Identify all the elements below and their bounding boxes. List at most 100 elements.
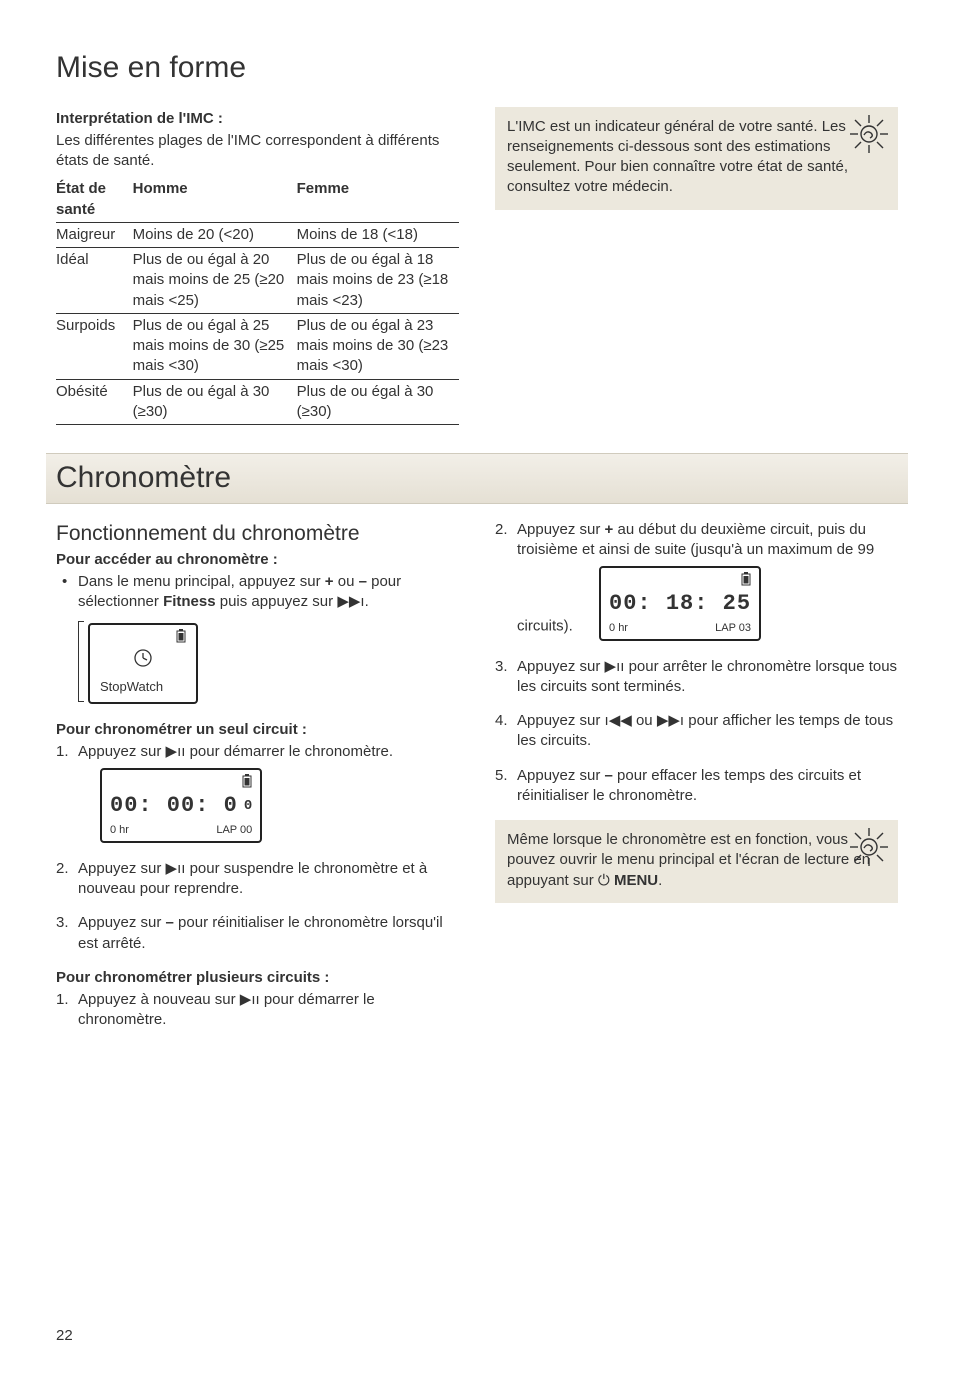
plus-key: + (325, 573, 334, 590)
text: Appuyez sur (517, 767, 605, 784)
bmi-cell: Plus de ou égal à 30 (≥30) (297, 379, 459, 425)
fitness-label: Fitness (163, 593, 216, 610)
play-pause-icon: ▶ıı (605, 658, 625, 675)
bmi-cell: Plus de ou égal à 25 mais moins de 30 (≥… (133, 313, 297, 379)
table-row: Maigreur Moins de 20 (<20) Moins de 18 (… (56, 222, 459, 247)
text: Appuyez sur (517, 521, 605, 538)
battery-icon (100, 629, 186, 646)
bmi-cell: Surpoids (56, 313, 133, 379)
table-row: Obésité Plus de ou égal à 30 (≥30) Plus … (56, 379, 459, 425)
table-row: Surpoids Plus de ou égal à 25 mais moins… (56, 313, 459, 379)
multi-heading: Pour chronométrer plusieurs circuits : (56, 968, 459, 988)
minus-key: – (166, 914, 174, 931)
step-num: 3. (495, 657, 508, 677)
list-item: 1. Appuyez à nouveau sur ▶ıı pour démarr… (56, 990, 459, 1031)
bmi-cell: Moins de 18 (<18) (297, 222, 459, 247)
minus-key: – (605, 767, 613, 784)
access-bullet: Dans le menu principal, appuyez sur + ou… (56, 572, 459, 613)
next-icon: ▶▶ı (657, 712, 684, 729)
play-pause-icon: ▶ıı (240, 991, 260, 1008)
multi-steps-right: 2. Appuyez sur + au début du deuxième ci… (495, 520, 898, 807)
fitness-left-col: Interprétation de l'IMC : Les différente… (56, 107, 459, 426)
step-num: 3. (56, 913, 69, 933)
single-lcd: 00: 00: 0 0 0 hr LAP 00 (100, 768, 262, 843)
text: ou (334, 573, 359, 590)
chrono-subhead: Fonctionnement du chronomètre (56, 520, 459, 548)
lcd-lap: LAP 03 (715, 621, 751, 636)
bmi-th-state: État de santé (56, 177, 133, 222)
list-item: 3. Appuyez sur ▶ıı pour arrêter le chron… (495, 657, 898, 698)
list-item: 4. Appuyez sur ı◀◀ ou ▶▶ı pour afficher … (495, 711, 898, 752)
text: Appuyez sur (78, 743, 166, 760)
menu-label: MENU (614, 872, 658, 889)
battery-icon (609, 572, 751, 589)
lcd-hr: 0 hr (110, 823, 129, 838)
multi-steps-left: 1. Appuyez à nouveau sur ▶ıı pour démarr… (56, 990, 459, 1031)
text: pour démarrer le chronomètre. (185, 743, 393, 760)
single-heading: Pour chronométrer un seul circuit : (56, 720, 459, 740)
minus-key: – (359, 573, 367, 590)
bmi-cell: Obésité (56, 379, 133, 425)
tip-icon (848, 826, 890, 874)
list-item: 2. Appuyez sur ▶ıı pour suspendre le chr… (56, 859, 459, 900)
lcd-time: 00: 18: 25 (609, 589, 751, 619)
bmi-cell: Plus de ou égal à 30 (≥30) (133, 379, 297, 425)
battery-icon (110, 774, 252, 791)
table-row: Idéal Plus de ou égal à 20 mais moins de… (56, 248, 459, 314)
prev-icon: ı◀◀ (605, 712, 632, 729)
section-title-fitness: Mise en forme (56, 48, 898, 89)
bmi-th-female: Femme (297, 177, 459, 222)
step-num: 2. (56, 859, 69, 879)
text: . (365, 593, 369, 610)
page-number: 22 (56, 1326, 73, 1346)
lcd-hr: 0 hr (609, 621, 628, 636)
list-item: 2. Appuyez sur + au début du deuxième ci… (495, 520, 898, 643)
bmi-cell: Moins de 20 (<20) (133, 222, 297, 247)
text: Appuyez sur (517, 658, 605, 675)
bmi-cell: Plus de ou égal à 20 mais moins de 25 (≥… (133, 248, 297, 314)
lcd-lap: LAP 00 (216, 823, 252, 838)
multi-lcd: 00: 18: 25 0 hr LAP 03 (599, 566, 761, 641)
single-steps: 1. Appuyez sur ▶ıı pour démarrer le chro… (56, 742, 459, 954)
bmi-callout: L'IMC est un indicateur général de votre… (495, 107, 898, 210)
fitness-right-col: L'IMC est un indicateur général de votre… (495, 107, 898, 426)
step-num: 1. (56, 742, 69, 762)
chrono-left-col: Fonctionnement du chronomètre Pour accéd… (56, 520, 459, 1045)
list-item: 5. Appuyez sur – pour effacer les temps … (495, 766, 898, 807)
access-list: Dans le menu principal, appuyez sur + ou… (56, 572, 459, 613)
tip-icon (848, 113, 890, 161)
access-heading: Pour accéder au chronomètre : (56, 550, 459, 570)
text: Appuyez sur (78, 914, 166, 931)
bmi-cell: Maigreur (56, 222, 133, 247)
chrono-right-col: 2. Appuyez sur + au début du deuxième ci… (495, 520, 898, 1045)
bmi-th-male: Homme (133, 177, 297, 222)
section-title-chrono: Chronomètre (46, 453, 908, 504)
chrono-callout-text: Même lorsque le chronomètre est en fonct… (507, 831, 870, 889)
stopwatch-lcd: StopWatch (88, 623, 198, 704)
clock-icon (100, 648, 186, 675)
scale-tick-icon (78, 621, 84, 702)
list-item: 1. Appuyez sur ▶ıı pour démarrer le chro… (56, 742, 459, 845)
play-pause-icon: ▶ıı (166, 860, 186, 877)
interp-desc: Les différentes plages de l'IMC correspo… (56, 131, 459, 172)
interp-heading: Interprétation de l'IMC : (56, 109, 459, 129)
play-pause-icon: ▶ıı (166, 743, 186, 760)
lcd-tenths: 0 (244, 797, 252, 816)
step-num: 4. (495, 711, 508, 731)
bmi-cell: Plus de ou égal à 18 mais moins de 23 (≥… (297, 248, 459, 314)
text: . (658, 872, 662, 889)
text: ou (632, 712, 657, 729)
power-icon: ⏻ (598, 872, 610, 889)
bmi-cell: Idéal (56, 248, 133, 314)
text: Appuyez sur (78, 860, 166, 877)
step-num: 5. (495, 766, 508, 786)
lcd-time: 00: 00: 0 (110, 791, 238, 821)
lcd-sub-row: 0 hr LAP 03 (609, 621, 751, 636)
list-item: 3. Appuyez sur – pour réinitialiser le c… (56, 913, 459, 954)
lcd-time-row: 00: 00: 0 0 (110, 791, 252, 821)
chrono-callout: Même lorsque le chronomètre est en fonct… (495, 820, 898, 903)
step-num: 1. (56, 990, 69, 1010)
text: Appuyez sur (517, 712, 605, 729)
lcd-time-row: 00: 18: 25 (609, 589, 751, 619)
text: Appuyez à nouveau sur (78, 991, 240, 1008)
